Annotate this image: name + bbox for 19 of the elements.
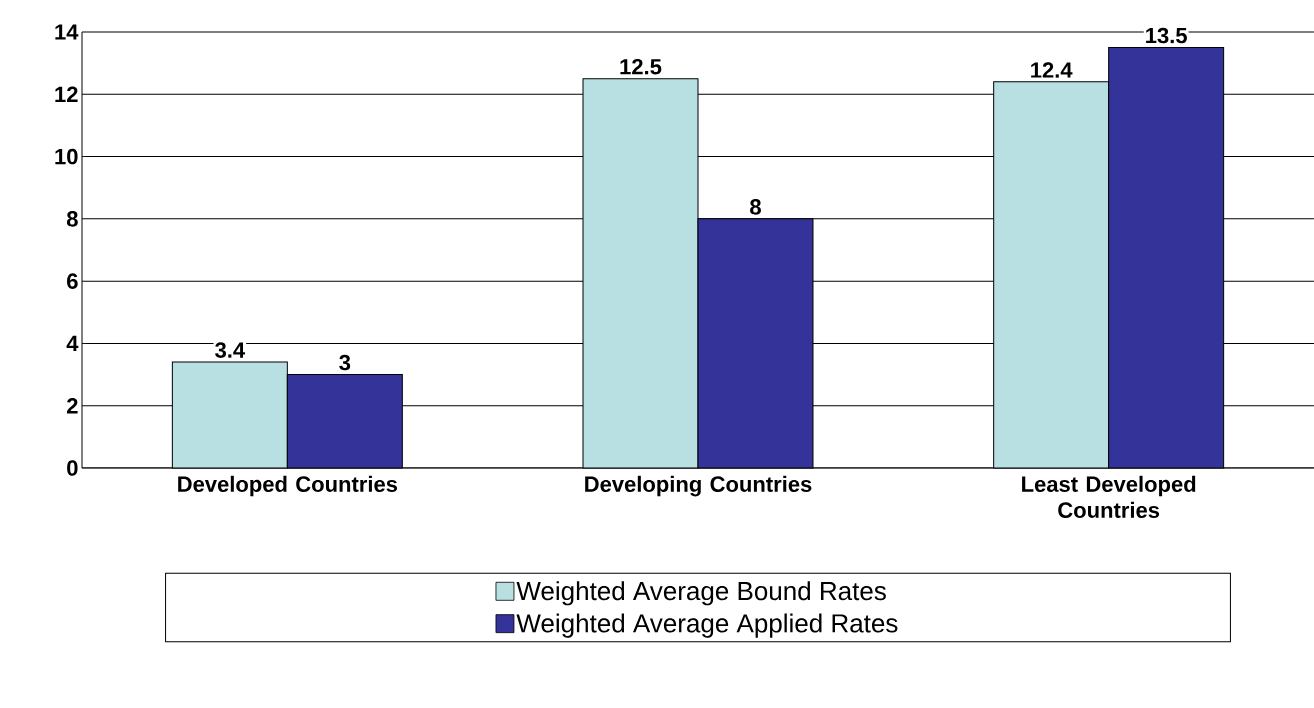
x-tick-label: Developing Countries (585, 475, 812, 497)
data-label: 3 (339, 354, 351, 371)
data-label: 13.5 (1146, 27, 1187, 44)
x-tick-label: Least Developed Countries (1022, 475, 1196, 518)
data-label: 8 (750, 199, 761, 215)
data-label: 12.4 (1031, 62, 1073, 78)
y-tick-label: 2 (67, 398, 78, 414)
legend-label: Weighted Average Applied Rates (516, 613, 898, 638)
y-tick-label: 4 (66, 335, 79, 351)
y-tick-label: 10 (55, 148, 78, 165)
data-label: 3.4 (215, 342, 246, 358)
x-tick-label: Developed Countries (178, 475, 398, 497)
data-label: 12.5 (620, 58, 662, 75)
y-tick-label: 8 (66, 211, 78, 227)
y-tick-label: 12 (55, 86, 78, 102)
y-tick-label: 0 (67, 460, 78, 476)
y-tick-label: 14 (55, 24, 79, 40)
legend-label: Weighted Average Bound Rates (516, 581, 886, 606)
y-tick-label: 6 (67, 273, 78, 289)
